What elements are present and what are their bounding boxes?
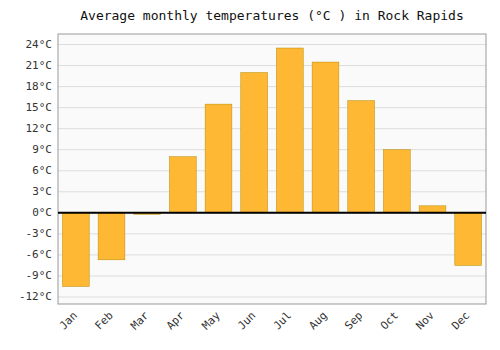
grid-line [58, 191, 486, 192]
grid-line [58, 275, 486, 276]
y-tick-label: 24°C [26, 38, 53, 51]
bar [455, 213, 482, 266]
grid-line [58, 128, 486, 129]
x-axis: Jan Feb Mar Apr May Jun Jul Aug Sep Oct Nov Dec [57, 309, 473, 333]
bars [58, 48, 486, 286]
y-tick-label: 6°C [32, 164, 52, 177]
grid-line [58, 170, 486, 171]
title: Average monthly temperatures (°C ) in Ro… [80, 8, 464, 23]
bar [383, 150, 410, 213]
x-tick-label: Apr [164, 309, 188, 333]
grid-line [58, 107, 486, 108]
x-tick-label: Jul [271, 309, 294, 332]
x-tick-label: Sep [342, 309, 365, 332]
x-tick-label: Oct [378, 309, 401, 332]
y-tick-label: 18°C [26, 80, 53, 93]
x-tick-label: May [199, 309, 223, 333]
y-tick-label: 9°C [32, 143, 52, 156]
grid-line [58, 149, 486, 150]
y-tick-label: -6°C [26, 248, 53, 261]
bar [312, 62, 339, 213]
grid-line [58, 65, 486, 66]
chart: -12°C -9°C -6°C -3°C 0°C 3°C 6°C 9°C 12°C 15°C 18°… [0, 0, 500, 350]
grid-line [58, 44, 486, 45]
x-tick-label: Mar [128, 309, 152, 333]
x-tick-label: Feb [92, 309, 115, 332]
y-tick-label: 0°C [32, 206, 52, 219]
grid-line [58, 212, 486, 213]
zero-line [58, 212, 486, 214]
x-tick-label: Aug [306, 309, 329, 332]
plot-frame [58, 34, 486, 304]
plot-background [58, 34, 486, 304]
grid-line [58, 86, 486, 87]
bar [169, 157, 196, 213]
bar [419, 206, 446, 213]
grid-line [58, 296, 486, 297]
y-tick-label: 3°C [32, 185, 52, 198]
bar [205, 104, 232, 213]
x-tick-label: Jan [57, 309, 80, 332]
x-tick-label: Dec [449, 309, 472, 332]
bar [62, 213, 89, 287]
y-tick-label: 12°C [26, 122, 53, 135]
y-tick-label: -3°C [26, 227, 53, 240]
x-tick-label: Jun [235, 309, 258, 332]
x-tick-label: Nov [413, 309, 437, 333]
y-tick-label: -9°C [26, 269, 53, 282]
bar [276, 48, 303, 213]
y-tick-label: 15°C [26, 101, 53, 114]
y-tick-label: 21°C [26, 59, 53, 72]
bar [98, 213, 125, 260]
bar [241, 73, 268, 213]
y-axis: -12°C -9°C -6°C -3°C 0°C 3°C 6°C 9°C 12°C 15°C 18°… [19, 38, 486, 303]
y-tick-label: -12°C [19, 290, 52, 303]
bar [348, 101, 375, 213]
